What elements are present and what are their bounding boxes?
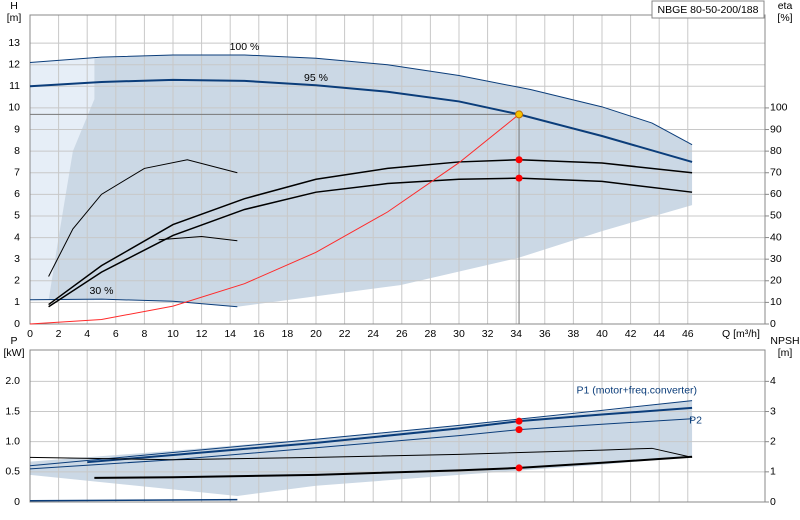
duty-point — [515, 464, 523, 472]
x-tick-label: 24 — [367, 328, 379, 340]
x-tick-label: 20 — [310, 328, 322, 340]
y-tick-label: 2 — [14, 275, 20, 287]
y2-axis-unit: [m] — [778, 347, 793, 359]
duty-point — [515, 426, 523, 434]
x-tick-label: 22 — [339, 328, 351, 340]
x-tick-label: 40 — [596, 328, 608, 340]
y-tick-label: 12 — [8, 58, 20, 70]
x-tick-label: 36 — [539, 328, 551, 340]
y2-tick-label: 50 — [770, 210, 782, 222]
curve-label: 95 % — [304, 72, 328, 84]
x-tick-label: 4 — [84, 328, 90, 340]
x-tick-label: 38 — [568, 328, 580, 340]
x-tick-label: 30 — [453, 328, 465, 340]
x-tick-label: 0 — [27, 328, 33, 340]
y2-tick-label: 20 — [770, 275, 782, 287]
y-tick-label: 7 — [14, 167, 20, 179]
y2-tick-label: 30 — [770, 253, 782, 265]
curve — [29, 54, 693, 146]
curve-label: P2 — [689, 415, 702, 427]
y2-tick-label: 1 — [770, 466, 776, 478]
x-tick-label: 26 — [396, 328, 408, 340]
y-tick-label: 0 — [14, 318, 20, 330]
y2-axis-unit: [%] — [777, 12, 792, 24]
y2-tick-label: 80 — [770, 145, 782, 157]
curve-label: 100 % — [230, 41, 260, 53]
y-tick-label: 9 — [14, 123, 20, 135]
y2-axis-label: NPSH — [770, 335, 799, 347]
y2-tick-label: 90 — [770, 123, 782, 135]
chart-title: NBGE 80-50-200/188 — [658, 4, 759, 16]
x-axis-label: Q [m³/h] — [722, 328, 760, 340]
y-axis-unit: [m] — [7, 12, 22, 24]
y-tick-label: 1 — [14, 296, 20, 308]
y-tick-label: 5 — [14, 210, 20, 222]
curve — [29, 498, 238, 502]
curve — [29, 78, 693, 163]
curve — [29, 400, 693, 467]
x-tick-label: 6 — [113, 328, 119, 340]
y-tick-label: 1.5 — [5, 405, 20, 417]
x-tick-label: 12 — [196, 328, 208, 340]
x-tick-label: 16 — [253, 328, 265, 340]
curve-label: P1 (motor+freq.converter) — [577, 384, 698, 396]
y2-tick-label: 4 — [770, 375, 776, 387]
y2-tick-label: 70 — [770, 167, 782, 179]
curve — [29, 298, 238, 308]
y-tick-label: 0 — [14, 496, 20, 508]
x-tick-label: 42 — [625, 328, 637, 340]
y-tick-label: 11 — [9, 80, 20, 92]
title-box — [651, 0, 765, 19]
curve — [48, 159, 693, 306]
x-tick-label: 28 — [425, 328, 437, 340]
y2-tick-label: 0 — [770, 496, 776, 508]
duty-point — [515, 156, 523, 164]
y-axis-unit: [kW] — [4, 347, 25, 359]
x-tick-label: 18 — [282, 328, 294, 340]
y2-tick-label: 2 — [770, 435, 776, 447]
curve — [48, 177, 693, 308]
y2-tick-label: 3 — [770, 405, 776, 417]
y2-tick-label: 40 — [770, 231, 782, 243]
duty-point — [515, 174, 523, 182]
curve — [29, 447, 693, 461]
plot-frame — [29, 14, 766, 325]
duty-point — [515, 110, 524, 119]
plot-frame — [29, 349, 766, 503]
x-tick-label: 46 — [682, 328, 694, 340]
x-tick-label: 14 — [224, 328, 236, 340]
x-tick-label: 10 — [167, 328, 179, 340]
y2-tick-label: 60 — [770, 188, 782, 200]
y-tick-label: 1.0 — [5, 435, 20, 447]
x-tick-label: 8 — [141, 328, 147, 340]
y-tick-label: 4 — [14, 231, 20, 243]
curve — [87, 406, 693, 464]
curve — [48, 159, 238, 277]
curve-label: 30 % — [90, 285, 114, 297]
y-tick-label: 2.0 — [5, 375, 20, 387]
y2-tick-label: 0 — [770, 318, 776, 330]
y-tick-label: 0.5 — [5, 466, 20, 478]
curve — [29, 114, 520, 325]
y-tick-label: 10 — [8, 102, 20, 114]
x-tick-label: 32 — [482, 328, 494, 340]
y2-axis-label: eta — [778, 0, 793, 12]
y-axis-label: P — [10, 335, 17, 347]
y-tick-label: 13 — [8, 37, 20, 49]
x-tick-label: 44 — [653, 328, 665, 340]
y2-tick-label: 100 — [770, 102, 788, 114]
curve — [158, 235, 238, 242]
duty-point — [515, 417, 523, 425]
x-tick-label: 2 — [56, 328, 62, 340]
curve — [94, 455, 693, 479]
y-tick-label: 6 — [14, 188, 20, 200]
y-tick-label: 3 — [14, 253, 20, 265]
y-axis-label: H — [10, 0, 18, 12]
x-tick-label: 34 — [510, 328, 522, 340]
y2-tick-label: 10 — [770, 296, 782, 308]
y-tick-label: 8 — [14, 145, 20, 157]
